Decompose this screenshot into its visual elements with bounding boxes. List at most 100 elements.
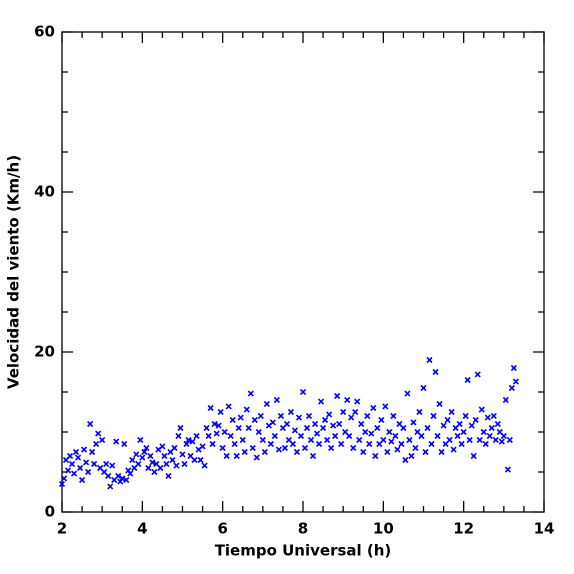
point [83, 459, 90, 466]
point [109, 462, 116, 469]
point [123, 476, 130, 484]
point [350, 444, 357, 452]
point [215, 422, 222, 429]
y-tick-label: 40 [34, 183, 55, 201]
point [183, 440, 190, 448]
point [231, 440, 238, 448]
point [334, 392, 341, 400]
point [263, 400, 270, 408]
point [303, 424, 311, 432]
point [251, 416, 258, 424]
point [500, 432, 507, 440]
point [348, 414, 355, 421]
point [388, 438, 395, 445]
point [81, 446, 88, 453]
point [408, 452, 415, 460]
point [392, 432, 399, 440]
point [191, 456, 198, 464]
point [207, 404, 214, 412]
point [217, 408, 224, 416]
point [320, 424, 327, 432]
point [476, 436, 483, 444]
point [277, 412, 284, 420]
point [490, 412, 497, 420]
point [326, 411, 333, 418]
y-tick-label: 0 [45, 503, 55, 521]
point [454, 432, 461, 440]
point [436, 400, 443, 408]
point [378, 416, 385, 424]
point [398, 440, 405, 448]
point [428, 440, 435, 448]
point [307, 436, 315, 444]
point [338, 440, 345, 448]
point [468, 422, 475, 429]
point [137, 436, 144, 444]
point [498, 438, 505, 445]
point [139, 454, 146, 461]
point [259, 436, 266, 444]
point [458, 440, 465, 448]
point [502, 396, 509, 404]
point [243, 406, 250, 413]
point [299, 388, 307, 396]
point [64, 467, 72, 474]
point [171, 444, 178, 452]
point [382, 403, 389, 410]
point [508, 384, 515, 392]
point [422, 448, 429, 456]
x-tick-label: 12 [453, 520, 474, 538]
point [291, 427, 299, 434]
point [185, 436, 192, 444]
point [105, 472, 112, 480]
point [157, 464, 164, 472]
point [482, 440, 489, 448]
point [444, 416, 451, 424]
point [510, 364, 517, 372]
point [402, 456, 409, 464]
point [197, 456, 204, 464]
point [344, 396, 351, 404]
point [121, 440, 128, 448]
point [219, 444, 226, 452]
point [289, 440, 297, 448]
point [362, 428, 369, 436]
point [426, 356, 433, 364]
point [400, 424, 407, 432]
point [271, 432, 278, 440]
point [199, 443, 206, 450]
y-tick-label: 60 [34, 23, 55, 41]
point [119, 475, 126, 482]
point [432, 368, 439, 376]
point [161, 452, 168, 460]
point [283, 420, 290, 428]
x-tick-label: 2 [57, 520, 67, 538]
point [390, 412, 397, 420]
point [374, 424, 381, 432]
point [227, 432, 234, 440]
x-tick-label: 14 [534, 520, 555, 538]
point [322, 416, 329, 424]
point [466, 436, 473, 444]
point [179, 451, 186, 458]
point [115, 472, 122, 480]
point [352, 408, 359, 416]
point [135, 460, 142, 468]
point [257, 412, 264, 420]
point [386, 428, 393, 436]
point [143, 444, 150, 452]
point [512, 378, 519, 385]
point [163, 460, 170, 468]
point [418, 432, 425, 440]
point [340, 408, 347, 416]
point [165, 472, 172, 480]
x-axis-label: Tiempo Universal (h) [215, 542, 392, 560]
point [450, 446, 457, 453]
point [380, 436, 387, 444]
x-tick-label: 8 [298, 520, 308, 538]
point [145, 464, 152, 472]
point [360, 448, 367, 456]
point [247, 390, 254, 397]
point [189, 438, 196, 445]
point [93, 440, 100, 448]
